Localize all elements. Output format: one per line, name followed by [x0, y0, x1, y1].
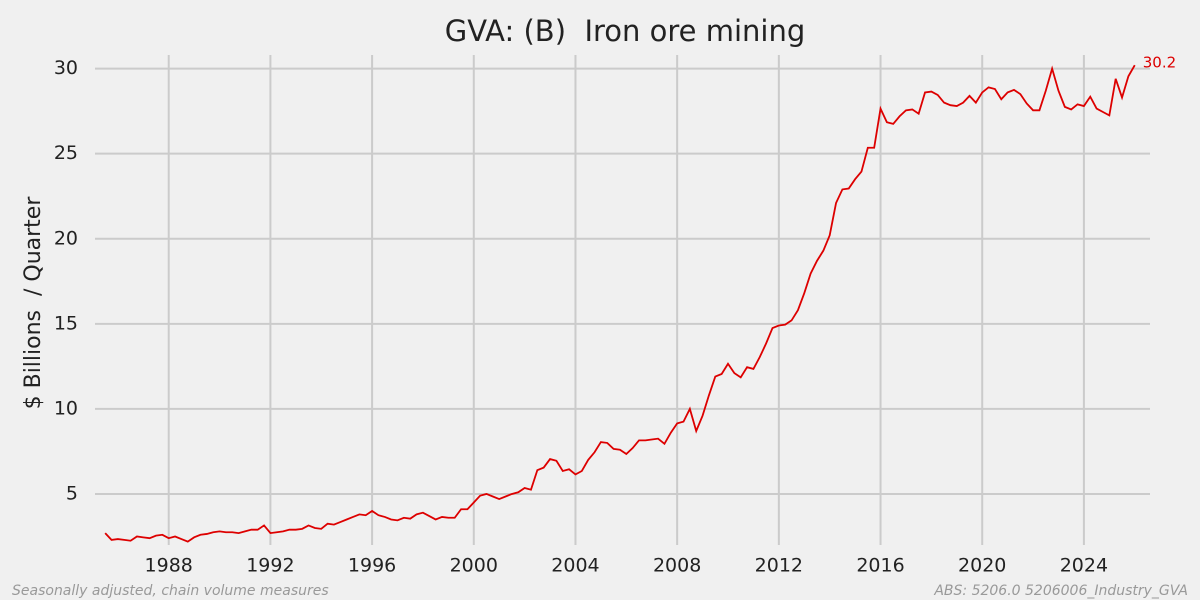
y-tick-label: 20 [54, 227, 78, 249]
y-tick-label: 15 [54, 312, 78, 334]
chart-title: GVA: (B) Iron ore mining [445, 14, 806, 48]
y-tick-label: 5 [66, 482, 78, 504]
y-tick-label: 10 [54, 397, 78, 419]
x-tick-label: 1988 [145, 555, 193, 577]
y-tick-label: 25 [54, 142, 78, 164]
x-tick-label: 2004 [551, 555, 599, 577]
x-tick-label: 2020 [958, 555, 1006, 577]
source: ABS: 5206.0 5206006_Industry_GVA [933, 583, 1188, 599]
x-tick-label: 2012 [755, 555, 803, 577]
x-tick-label: 1996 [348, 555, 396, 577]
x-tick-label: 2016 [856, 555, 904, 577]
end-label: 30.2 [1143, 54, 1176, 72]
footnote: Seasonally adjusted, chain volume measur… [12, 583, 329, 599]
line-series [104, 64, 1136, 543]
x-tick-label: 1992 [246, 555, 294, 577]
y-tick-label: 30 [54, 57, 78, 79]
x-tick-label: 2008 [653, 555, 701, 577]
y-axis-label: $ Billions / Quarter [21, 196, 46, 410]
x-tick-label: 2024 [1060, 555, 1108, 577]
x-tick-label: 2000 [450, 555, 498, 577]
